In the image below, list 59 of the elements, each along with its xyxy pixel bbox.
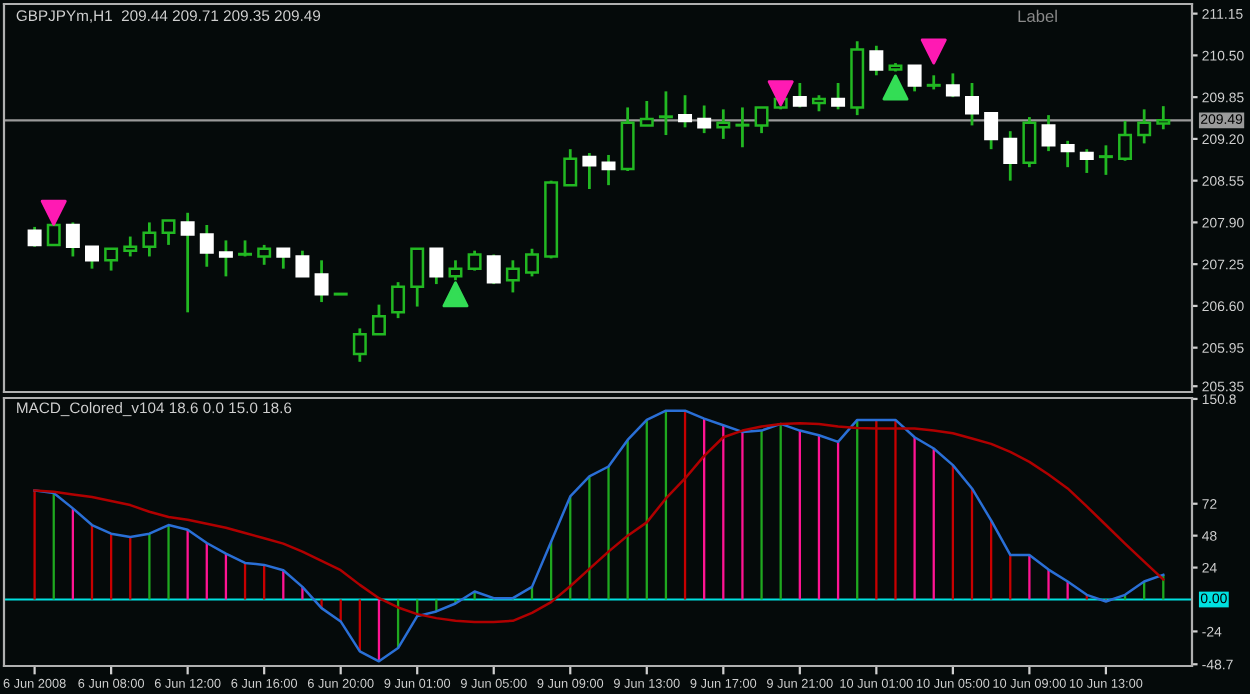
- candlestick: [27, 225, 42, 249]
- candlestick: [658, 89, 673, 137]
- candlestick: [1041, 113, 1056, 153]
- candlestick: [123, 235, 138, 258]
- candlestick: [199, 223, 214, 269]
- line-series: [33, 422, 1165, 624]
- candlestick: [697, 104, 712, 135]
- candlestick: [429, 247, 444, 286]
- candlestick: [180, 211, 195, 314]
- candlestick: [601, 153, 616, 187]
- candlestick: [965, 81, 979, 127]
- candlestick: [984, 111, 999, 151]
- candlestick: [678, 93, 693, 129]
- point: [882, 74, 909, 101]
- point: [920, 38, 947, 65]
- candlestick: [907, 64, 922, 93]
- candlestick: [65, 221, 80, 258]
- candlestick: [371, 303, 386, 336]
- candlestick: [46, 223, 61, 247]
- candlestick: [505, 258, 520, 294]
- point: [442, 281, 469, 308]
- candlestick: [448, 258, 463, 282]
- candlestick: [352, 327, 367, 364]
- candlestick: [1022, 115, 1037, 169]
- point: [40, 199, 67, 226]
- candlestick: [391, 280, 406, 320]
- candlestick: [716, 107, 731, 141]
- candlestick: [639, 99, 654, 127]
- annotation: Label: [1018, 9, 1057, 23]
- candlestick: [276, 247, 291, 271]
- candlestick: [1003, 129, 1018, 183]
- candlestick: [295, 249, 310, 278]
- candlestick: [1098, 143, 1113, 177]
- candlestick: [620, 106, 635, 173]
- candlestick: [1079, 147, 1094, 175]
- candlestick: [314, 258, 329, 304]
- candlestick: [945, 71, 960, 99]
- candlestick: [1156, 104, 1171, 131]
- point: [767, 80, 794, 107]
- candlestick: [85, 245, 99, 271]
- candlestick: [104, 247, 119, 272]
- candlestick: [792, 81, 807, 109]
- candlestick: [218, 239, 233, 278]
- candlestick: [486, 253, 501, 286]
- candlestick: [1118, 119, 1133, 163]
- candlestick: [582, 151, 597, 191]
- candlestick: [257, 243, 272, 267]
- candlestick: [410, 247, 425, 308]
- candlestick: [754, 106, 769, 135]
- candlestick: [467, 249, 482, 272]
- candlestick: [142, 221, 157, 258]
- candlestick: [831, 81, 846, 111]
- candlestick: [161, 219, 176, 247]
- candlestick: [563, 147, 578, 187]
- candlestick: [735, 106, 750, 149]
- candlestick: [1060, 139, 1075, 169]
- candlestick: [869, 44, 884, 77]
- candlestick: [525, 247, 539, 278]
- candlestick: [1137, 107, 1152, 145]
